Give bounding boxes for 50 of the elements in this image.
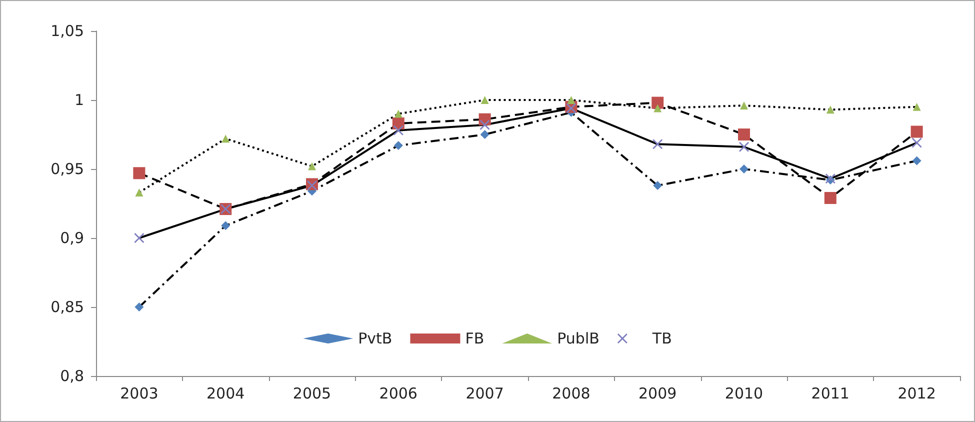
x-tick-label: 2012 [898,384,936,402]
x-tick-label: 2011 [811,384,850,402]
y-tick-label: 0,95 [50,160,84,178]
y-tick-label: 1,05 [50,22,84,40]
x-tick-label: 2005 [292,384,332,402]
y-tick-label: 1 [74,91,84,109]
y-tick-label: 0,85 [50,298,84,316]
point [308,162,316,170]
point [653,181,662,190]
point [221,221,230,230]
point [652,139,663,150]
point [307,180,317,191]
point [654,104,662,112]
x-tick-label: 2007 [466,384,504,402]
x-tick-label: 2003 [120,384,158,402]
point [480,130,490,139]
point [480,120,490,130]
point [739,142,749,152]
point [826,106,834,114]
point [567,96,576,104]
point [133,167,146,180]
point [566,103,576,114]
point [910,126,923,138]
point [912,156,922,166]
legend-label: TB [651,330,672,348]
point [824,192,836,204]
point [394,141,403,150]
x-tick-label: 2009 [638,384,677,402]
x-tick-label: 2008 [552,384,590,402]
legend-label: FB [465,330,484,348]
point [912,102,921,111]
x-tick-label: 2010 [724,384,764,402]
point [393,125,404,136]
x-tick-label: 2006 [379,384,418,402]
point [135,188,144,196]
y-tick-label: 0,8 [60,367,84,385]
point [740,102,748,110]
point [480,96,489,104]
point [134,233,144,243]
legend-label: PublB [557,330,600,348]
x-tick-label: 2004 [206,384,245,402]
point [222,134,230,143]
point [652,96,664,109]
point [912,138,922,148]
legend-label: PvtB [358,330,392,348]
y-tick-label: 0,9 [60,229,84,247]
point [738,128,750,140]
point [740,164,748,174]
point [134,302,144,312]
point [394,110,402,118]
